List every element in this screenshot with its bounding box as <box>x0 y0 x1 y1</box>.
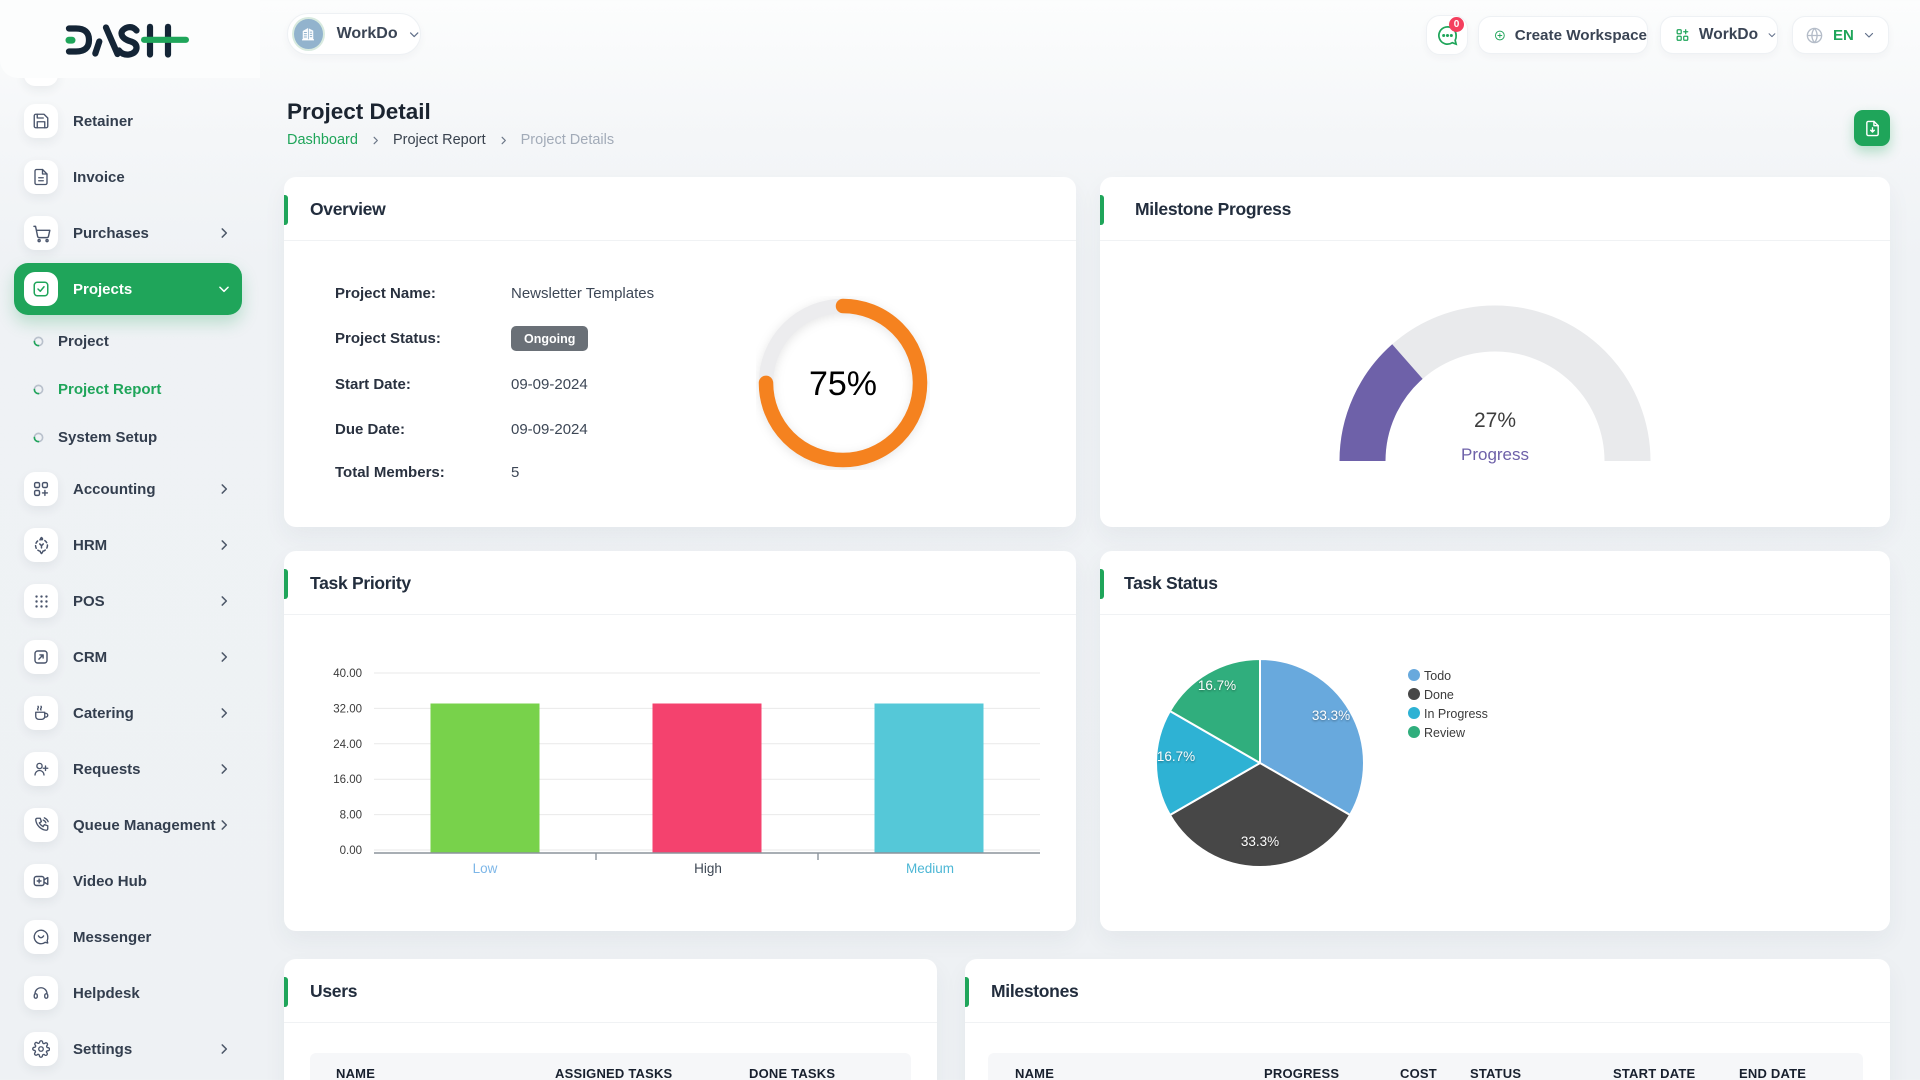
svg-text:16.7%: 16.7% <box>1198 678 1236 693</box>
svg-text:Low: Low <box>473 861 498 876</box>
svg-text:Review: Review <box>1424 726 1466 740</box>
svg-text:8.00: 8.00 <box>340 810 362 822</box>
svg-text:Medium: Medium <box>906 861 954 876</box>
svg-text:Todo: Todo <box>1424 669 1451 683</box>
svg-text:32.00: 32.00 <box>333 703 362 715</box>
svg-text:24.00: 24.00 <box>333 739 362 751</box>
svg-text:75%: 75% <box>809 365 877 403</box>
svg-text:40.00: 40.00 <box>333 668 362 680</box>
svg-text:High: High <box>694 861 722 876</box>
svg-text:16.00: 16.00 <box>333 774 362 786</box>
svg-text:16.7%: 16.7% <box>1157 749 1195 764</box>
svg-text:33.3%: 33.3% <box>1312 708 1350 723</box>
svg-text:In Progress: In Progress <box>1424 707 1488 721</box>
svg-text:0.00: 0.00 <box>340 845 362 857</box>
svg-text:Done: Done <box>1424 688 1454 702</box>
svg-text:33.3%: 33.3% <box>1241 834 1279 849</box>
